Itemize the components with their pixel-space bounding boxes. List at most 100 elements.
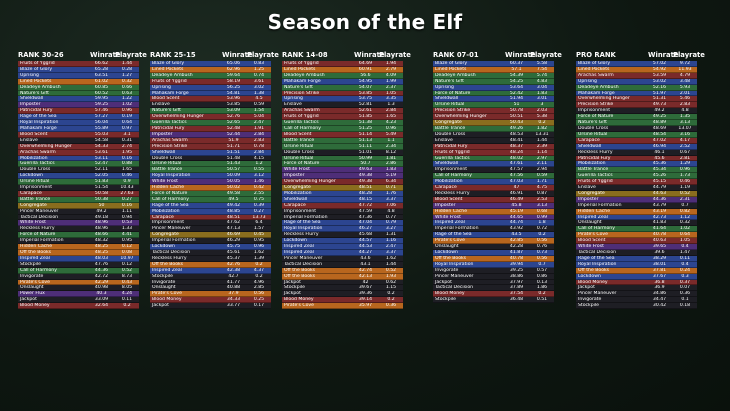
table-row: Stockpile 36.48 0.51 (433, 297, 554, 304)
row-playrate: 8.73 (121, 273, 133, 279)
row-playrate: 2.84 (253, 131, 265, 137)
rank-table-3: RANK 14-08 Winrate Playrate Fruits of Yggri… (282, 47, 411, 310)
table-row: Nature's Gift 53.09 1.54 (150, 108, 271, 115)
row-winrate: 46.94 (652, 143, 667, 149)
row-playrate: 1.46 (253, 179, 265, 185)
row-playrate: 0.62 (385, 279, 397, 285)
table-row: Jackpot 42 0.62 (282, 279, 403, 286)
header-winrate: Winrate (90, 51, 121, 59)
row-name: Fruits of Yggrid (435, 149, 470, 155)
page-title: Season of the Elf (267, 10, 463, 34)
row-name: Overwhelming Hunger (20, 143, 72, 149)
row-winrate: 45.36 (652, 161, 667, 167)
row-playrate: 3.01 (536, 96, 548, 102)
rank-table-1: RANK 30-26 Winrate Playrate Fruits of Yggri… (18, 47, 147, 310)
row-playrate: 0.37 (679, 279, 691, 285)
table-row: Call of Harmony 49.5 0.75 (150, 196, 271, 203)
row-name: White Frost (284, 167, 310, 173)
row-name: Hidden Cache (578, 208, 611, 214)
row-playrate: 0.17 (253, 303, 265, 309)
table-row: Mahakam Forge 54.95 1.99 (282, 78, 403, 85)
row-name: Congregate (578, 190, 605, 196)
table-row: Patricidal Fury 52.48 1.91 (150, 125, 271, 132)
row-playrate: 0.59 (253, 102, 265, 108)
row-playrate: 0.57 (536, 267, 548, 273)
row-winrate: 44.27 (358, 250, 373, 255)
row-winrate: 47.04 (358, 220, 373, 226)
row-playrate: 1.31 (385, 232, 397, 238)
table-row: Power Flux 40.3 4.24 (18, 291, 139, 298)
row-winrate: 45.37 (226, 255, 241, 261)
row-playrate: 0.4 (681, 244, 689, 249)
table-row: Blood Money 37.54 0.2 (433, 291, 554, 298)
header-rank: RANK 14-08 (282, 51, 328, 59)
row-name: Guerilla Tactics (152, 120, 187, 125)
row-name: Ursine Ritual (284, 155, 314, 161)
row-playrate: 1.14 (536, 149, 548, 155)
row-name: Pincer Maneuver (284, 255, 323, 261)
row-playrate: 2.53 (536, 196, 548, 202)
row-name: Overwhelming Hunger (578, 96, 630, 102)
row-playrate: 1.95 (121, 149, 133, 155)
row-playrate: 4.8 (681, 108, 689, 114)
table-row: Reckless Flurry 45.37 1.39 (150, 255, 271, 262)
row-winrate: 48.28 (358, 190, 373, 196)
row-playrate: 0.88 (121, 161, 133, 167)
row-winrate: 34.47 (652, 297, 667, 303)
row-name: Royal Inspiration (284, 226, 323, 232)
table-row: Pincer Maneuver 38.86 0.86 (433, 273, 554, 280)
table-row: Inspired Zeal 42.73 1.12 (576, 214, 697, 221)
row-winrate: 42.28 (509, 244, 524, 249)
row-playrate: 3.48 (679, 78, 691, 84)
row-playrate: 1.8 (538, 220, 546, 226)
row-name: Mahakam Forge (578, 90, 615, 96)
table-row: Fruits of Yggrid 58.19 3.61 (150, 78, 271, 85)
row-name: Ursine Ritual (20, 179, 50, 185)
row-winrate: 48.03 (94, 255, 109, 261)
table-row: Battle Trance 50.57 0.55 (150, 167, 271, 174)
row-winrate: 53.59 (652, 72, 667, 78)
table-row: Stockpile 39.67 1.15 (282, 285, 403, 292)
table-row: Blood Money 36.8 0.37 (576, 279, 697, 286)
table-row: Uprising 53.75 3.35 (282, 96, 403, 103)
row-name: Nature's Gift (284, 84, 313, 90)
row-winrate: 44.57 (358, 238, 373, 244)
row-name: Tactical Decision (284, 261, 323, 267)
row-winrate: 50.7 (360, 161, 371, 167)
row-playrate: 3.61 (253, 78, 265, 84)
row-playrate: 1.25 (253, 66, 265, 72)
row-playrate: 4.75 (536, 185, 548, 190)
row-playrate: 4.96 (253, 279, 265, 285)
row-name: Shieldwall (578, 143, 602, 149)
row-name: Inspired Zeal (284, 250, 314, 255)
row-winrate: 47.13 (226, 226, 241, 232)
row-playrate: 1.35 (679, 114, 691, 120)
row-winrate: 51.14 (358, 131, 373, 137)
row-name: Patricidal Fury (20, 108, 53, 114)
table-row: Double Cross 52.11 1.65 (18, 167, 139, 174)
row-name: Carapace (20, 190, 42, 196)
table-row: Nature's Gift 54.07 2.37 (282, 84, 403, 91)
table-row: Arachas Swarm 53.59 4.79 (576, 72, 697, 79)
table-row: Shieldwall 59.95 1.22 (18, 96, 139, 103)
row-name: Off the Books (284, 273, 316, 279)
row-winrate: 48.96 (94, 220, 109, 226)
row-name: Uprising (284, 96, 303, 102)
row-winrate: 54.58 (94, 137, 109, 143)
row-winrate: 65.06 (226, 61, 241, 66)
row-winrate: 51.97 (652, 90, 667, 96)
row-playrate: 4.37 (253, 267, 265, 273)
table-row: Invigorate 34.47 0.1 (576, 297, 697, 304)
row-winrate: 43.6 (360, 255, 371, 261)
table-row: Mahakam Forge 55.89 0.97 (18, 125, 139, 132)
row-name: Stockpile (284, 285, 306, 291)
table-row: Ursine Ritual 51 3 (433, 102, 554, 109)
row-winrate: 45.34 (652, 167, 667, 173)
row-name: Nature's Gift (435, 78, 464, 84)
row-name: Reckless Flurry (152, 255, 187, 261)
table-row: Off the Books 48.25 0.08 (18, 250, 139, 256)
row-playrate: 1.02 (679, 226, 691, 232)
table-row: Mobilization 53.11 0.16 (18, 155, 139, 162)
row-winrate: 47.76 (94, 261, 109, 267)
header-winrate: Winrate (648, 51, 679, 59)
